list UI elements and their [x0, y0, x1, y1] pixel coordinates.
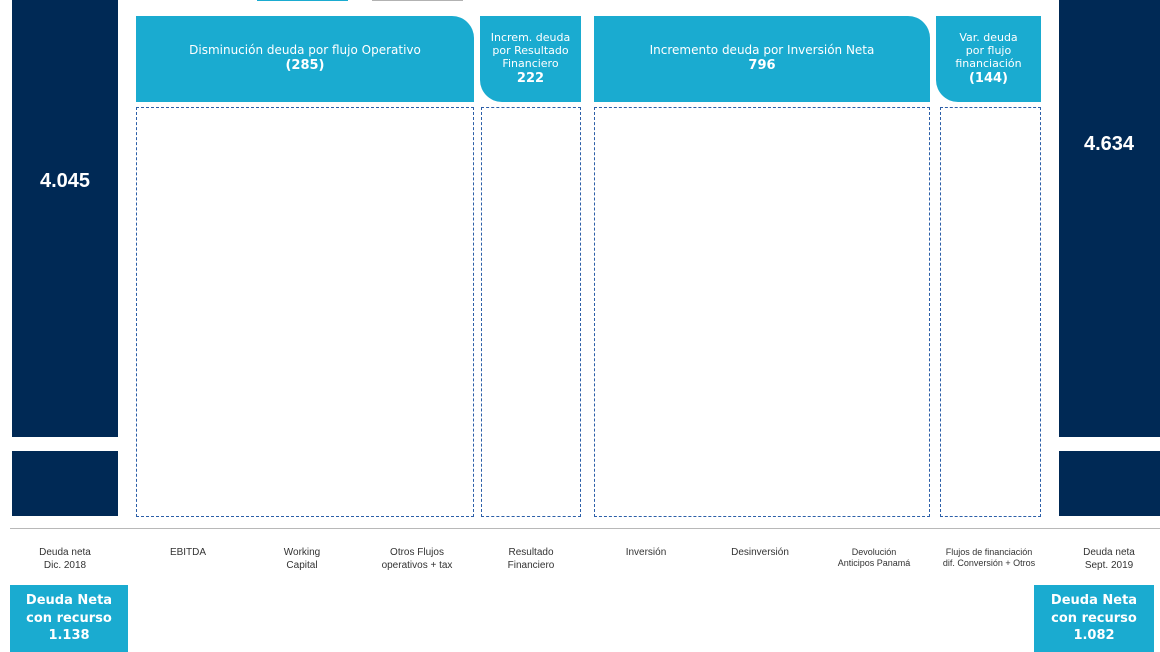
footer-left-line1: Deuda Neta	[25, 593, 113, 609]
header-financiacion-value: (144)	[968, 70, 1009, 86]
bar-10-value: 4.634	[1083, 132, 1135, 155]
x-axis-line	[10, 528, 1160, 529]
x-label-2: EBITDA	[169, 547, 207, 558]
x-label-10: Deuda neta Sept. 2019	[1083, 547, 1135, 571]
bar-1-base	[12, 451, 118, 516]
header-operativo-title: Disminución deuda por flujo Operativo	[189, 43, 421, 58]
header-inversion-value: 796	[748, 58, 776, 74]
footer-box-right: Deuda Neta con recurso 1.082	[1034, 585, 1154, 652]
x-label-1: Deuda neta Dic. 2018	[39, 547, 91, 571]
group-box-operativo	[136, 107, 474, 517]
bar-10-base	[1058, 451, 1160, 516]
header-financiero-title-1: Increm. deuda	[490, 31, 571, 45]
header-financiero-title-3: Financiero	[502, 57, 559, 71]
header-financiero-value: 222	[516, 70, 545, 86]
footer-right-value: 1.082	[1073, 628, 1115, 644]
footer-right-line1: Deuda Neta	[1050, 593, 1138, 609]
x-label-4: Otros Flujos operativos + tax	[381, 547, 453, 571]
group-box-financiero	[481, 107, 581, 517]
bar-4: 312	[371, 0, 463, 2]
footer-box-left: Deuda Neta con recurso 1.138	[10, 585, 128, 652]
header-financiacion-title-2: por flujo	[965, 44, 1012, 58]
header-financiero: Increm. deuda por Resultado Financiero 2…	[480, 16, 581, 102]
x-label-8: Devolución Anticipos Panamá	[837, 547, 911, 569]
bar-1-value: 4.045	[39, 169, 91, 192]
header-financiacion-title-1: Var. deuda	[959, 31, 1018, 45]
bar-3-value: -105	[287, 0, 317, 3]
group-box-financiacion	[940, 107, 1041, 517]
x-label-6: Inversión	[625, 547, 667, 558]
footer-left-value: 1.138	[48, 628, 90, 644]
header-financiero-title-2: por Resultado	[492, 44, 569, 58]
x-label-3: Working Capital	[283, 547, 321, 571]
header-financiacion: Var. deuda por flujo financiación (144)	[936, 16, 1041, 102]
header-inversion: Incremento deuda por Inversión Neta 796	[594, 16, 930, 102]
header-operativo-value: (285)	[285, 58, 325, 74]
bar-3: -105	[256, 0, 348, 3]
header-financiacion-title-3: financiación	[955, 57, 1022, 71]
header-inversion-title: Incremento deuda por Inversión Neta	[649, 43, 875, 58]
bar-1: 4.045	[12, 0, 118, 437]
footer-left-line2: con recurso	[26, 610, 112, 626]
x-label-7: Desinversión	[731, 547, 789, 558]
group-box-inversion	[594, 107, 930, 517]
x-label-9: Flujos de financiación dif. Conversión +…	[942, 547, 1036, 569]
x-label-5: Resultado Financiero	[507, 547, 555, 571]
header-operativo: Disminución deuda por flujo Operativo (2…	[136, 16, 474, 102]
bar-10: 4.634	[1058, 0, 1160, 437]
footer-right-line2: con recurso	[1051, 610, 1137, 626]
